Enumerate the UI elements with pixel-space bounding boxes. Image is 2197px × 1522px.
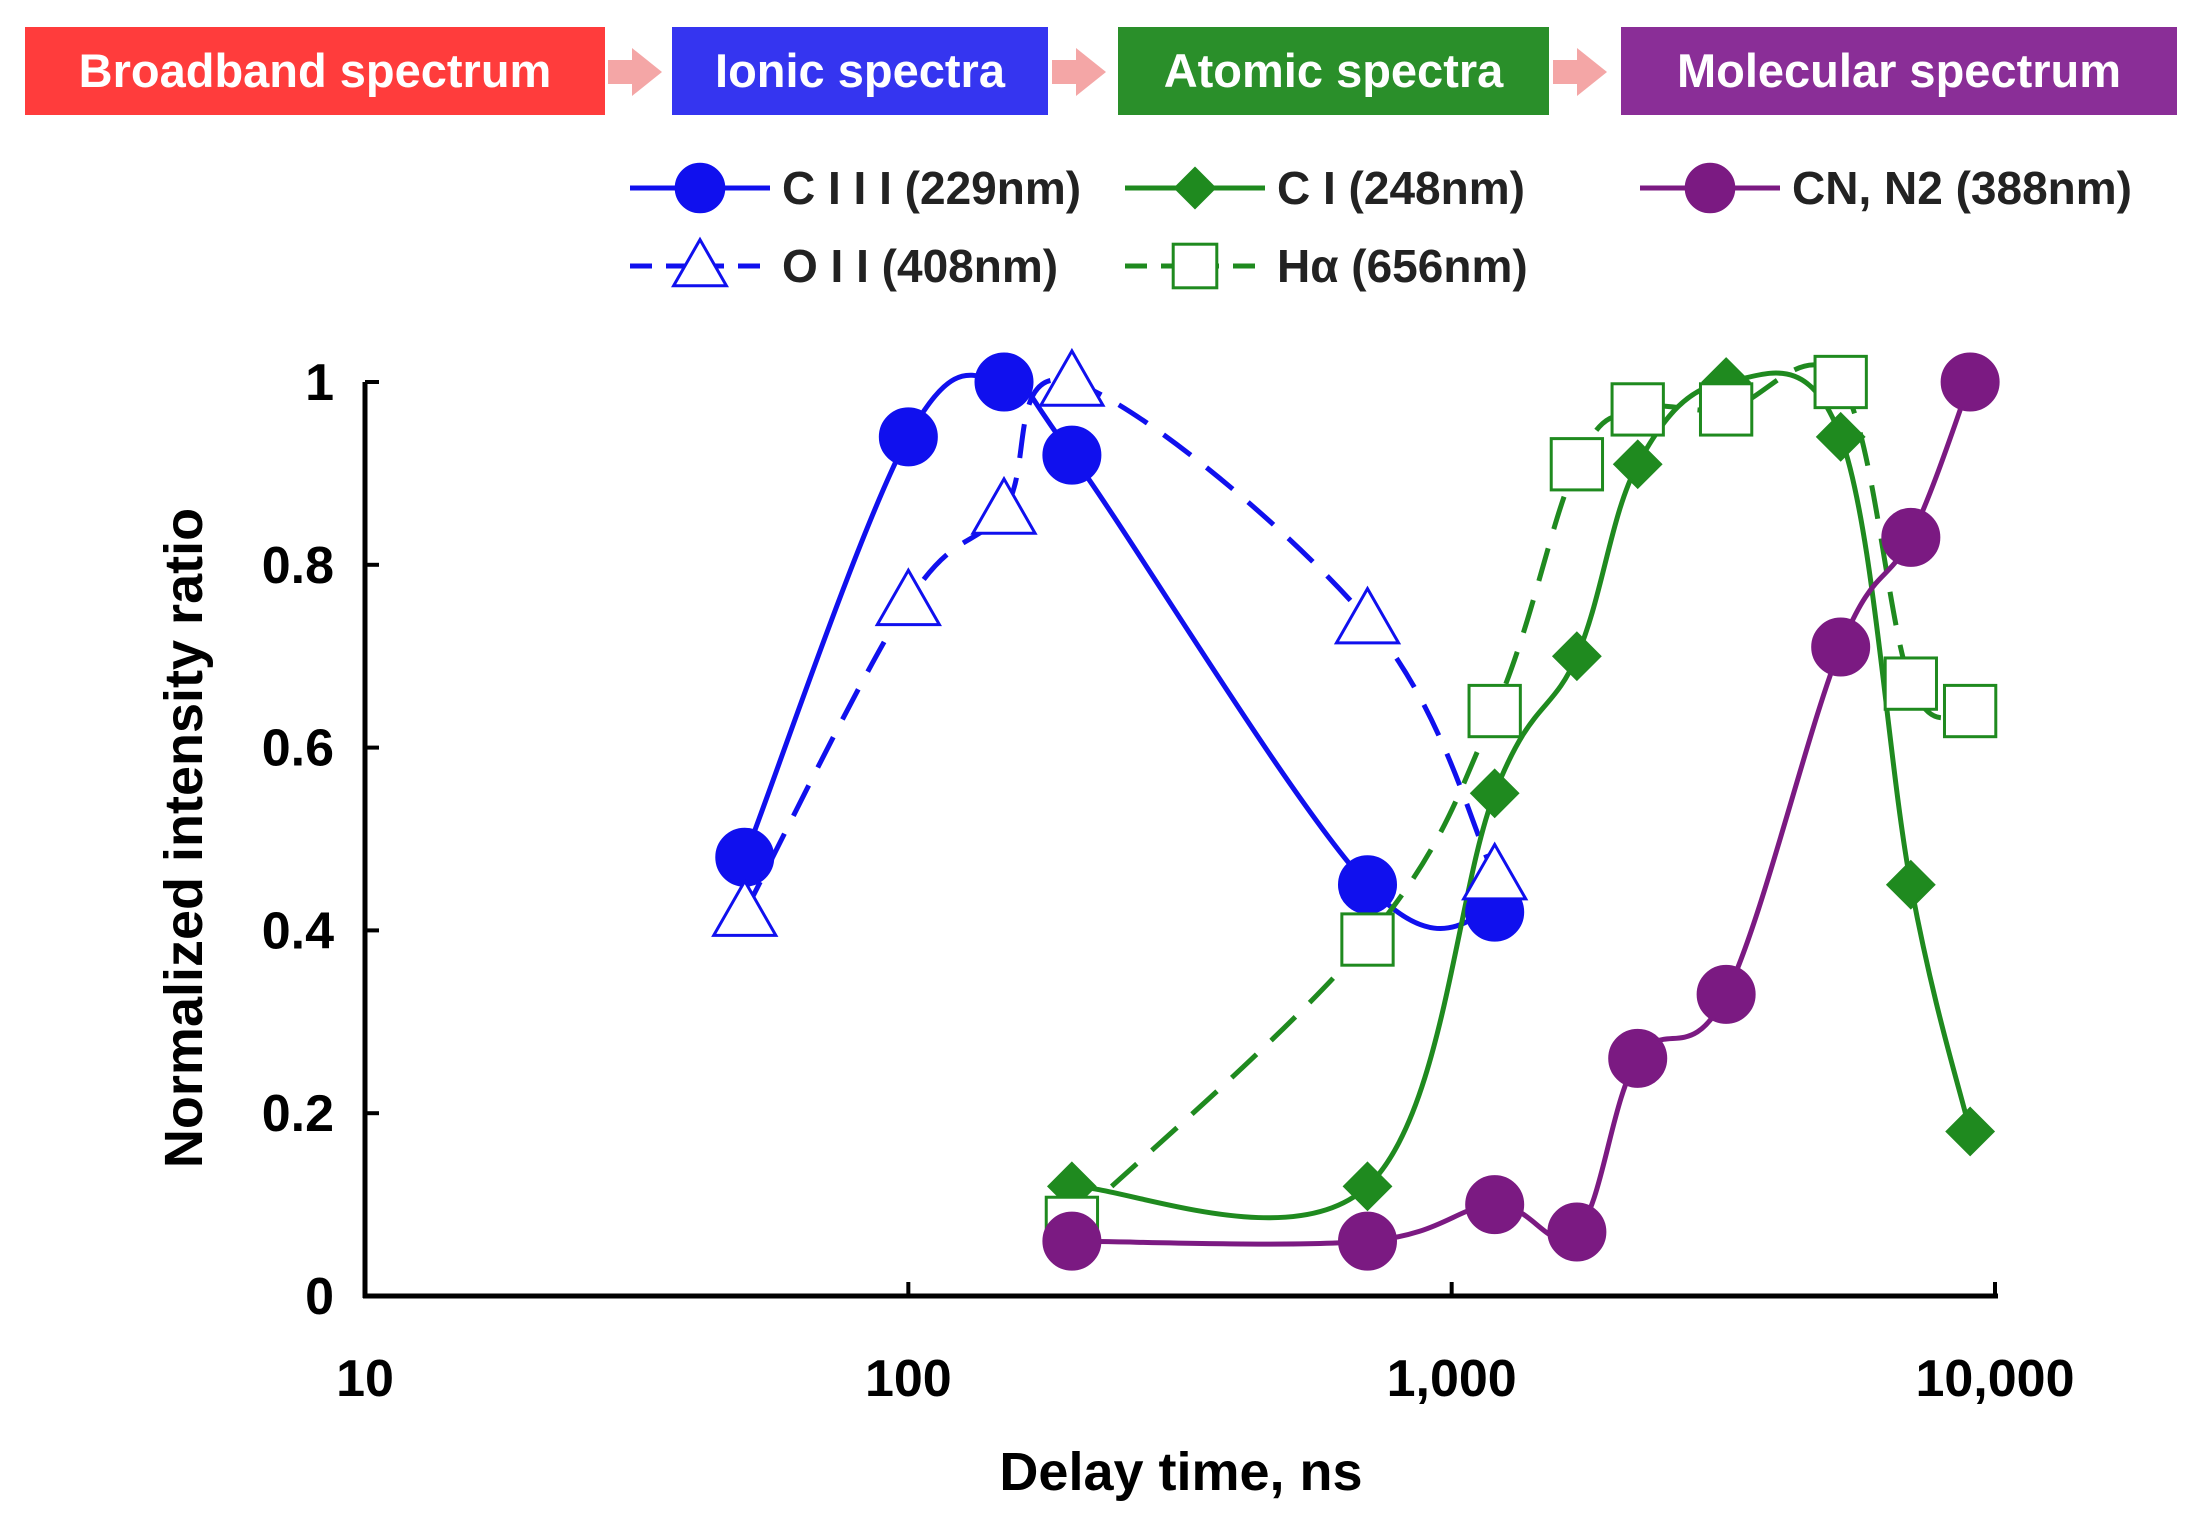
legend-label-0: C I I I (229nm): [782, 162, 1081, 214]
stage-arrow-3: [1577, 48, 1607, 96]
data-point-series-2: [1469, 768, 1520, 819]
series-line-3: [1070, 362, 1972, 1225]
stage-arrow-3-stem: [1553, 60, 1579, 84]
x-tick-label: 1,000: [1387, 1350, 1517, 1408]
y-tick-label: 0.8: [262, 537, 334, 595]
stage-arrow-2: [1076, 48, 1106, 96]
series-line-1: [742, 377, 1497, 914]
stage-arrow-1-stem: [608, 60, 634, 84]
legend-marker-1: [671, 236, 729, 288]
legend-marker-4: [1684, 162, 1736, 214]
x-tick-label: 10: [336, 1350, 394, 1408]
data-point-series-1: [1038, 347, 1106, 407]
y-tick-label: 0: [305, 1268, 334, 1326]
data-point-series-2: [1612, 439, 1663, 490]
x-tick-label: 100: [865, 1350, 952, 1408]
data-point-series-4: [1696, 964, 1756, 1024]
legend-marker-3: [1171, 242, 1219, 290]
series-line-4: [1071, 381, 1973, 1247]
data-point-series-4: [1608, 1028, 1668, 1088]
data-point-series-3: [1549, 437, 1605, 492]
data-point-series-3: [1467, 683, 1522, 739]
stage-banner: Broadband spectrum Ionic spectra Atomic …: [0, 0, 2197, 140]
stage-arrow-2-stem: [1052, 60, 1078, 84]
legend-label-4: CN, N2 (388nm): [1792, 162, 2132, 214]
series-lines: [742, 362, 1973, 1247]
legend-marker-2: [1173, 166, 1217, 210]
data-point-series-4: [1547, 1202, 1607, 1262]
axes: [362, 382, 1998, 1299]
data-point-series-2: [1551, 631, 1602, 682]
data-point-series-4: [1811, 617, 1871, 677]
y-tick-label: 0.6: [262, 720, 334, 778]
y-axis-label: Normalized intensity ratio: [154, 508, 214, 1168]
legend-label-1: O I I (408nm): [782, 240, 1058, 292]
data-point-series-3: [1698, 382, 1754, 437]
data-point-series-2: [1945, 1106, 1996, 1157]
legend-marker-0: [674, 162, 726, 214]
data-point-series-4: [1940, 352, 2000, 412]
legend-label-2: C I (248nm): [1277, 162, 1525, 214]
series-markers: [711, 347, 2000, 1271]
stage-atomic: Atomic spectra: [1118, 27, 1549, 115]
data-point-series-0: [878, 407, 938, 467]
data-point-series-1: [970, 475, 1038, 535]
data-point-series-0: [715, 827, 775, 887]
data-point-series-2: [1815, 411, 1866, 462]
series-line-0: [742, 372, 1496, 931]
stage-ionic: Ionic spectra: [672, 27, 1048, 115]
data-point-series-4: [1042, 1211, 1102, 1271]
data-point-series-4: [1465, 1175, 1525, 1235]
stage-molecular: Molecular spectrum: [1621, 27, 2177, 115]
data-point-series-2: [1885, 859, 1936, 910]
data-point-series-1: [874, 567, 942, 627]
data-point-series-0: [1042, 425, 1102, 485]
data-point-series-3: [1340, 912, 1395, 967]
ticks: 0 0.2 0.4 0.6 0.8 1 10 100 1,000 10,000: [262, 354, 2075, 1408]
data-point-series-4: [1338, 1211, 1398, 1271]
data-point-series-3: [1942, 683, 1998, 739]
data-point-series-2: [1342, 1161, 1393, 1212]
legend-label-3: Hα (656nm): [1277, 240, 1528, 292]
stage-broadband: Broadband spectrum: [25, 27, 605, 115]
y-tick-label: 0.2: [262, 1085, 334, 1143]
y-tick-label: 1: [305, 354, 334, 412]
legend: C I I I (229nm) O I I (408nm) C I (248nm) H…: [630, 162, 2132, 292]
x-tick-label: 10,000: [1915, 1350, 2074, 1408]
data-point-series-3: [1610, 382, 1665, 437]
data-point-series-1: [711, 878, 779, 937]
data-point-series-3: [1883, 656, 1938, 711]
data-point-series-0: [974, 352, 1034, 412]
data-point-series-3: [1813, 354, 1868, 410]
data-point-series-1: [1333, 585, 1402, 645]
x-axis-label: Delay time, ns: [999, 1442, 1362, 1502]
series-line-2: [1071, 370, 1973, 1221]
stage-arrow-1: [632, 48, 662, 96]
data-point-series-1: [1461, 841, 1529, 901]
data-point-series-0: [1338, 855, 1398, 915]
data-point-series-4: [1881, 507, 1941, 567]
y-tick-label: 0.4: [262, 902, 334, 960]
